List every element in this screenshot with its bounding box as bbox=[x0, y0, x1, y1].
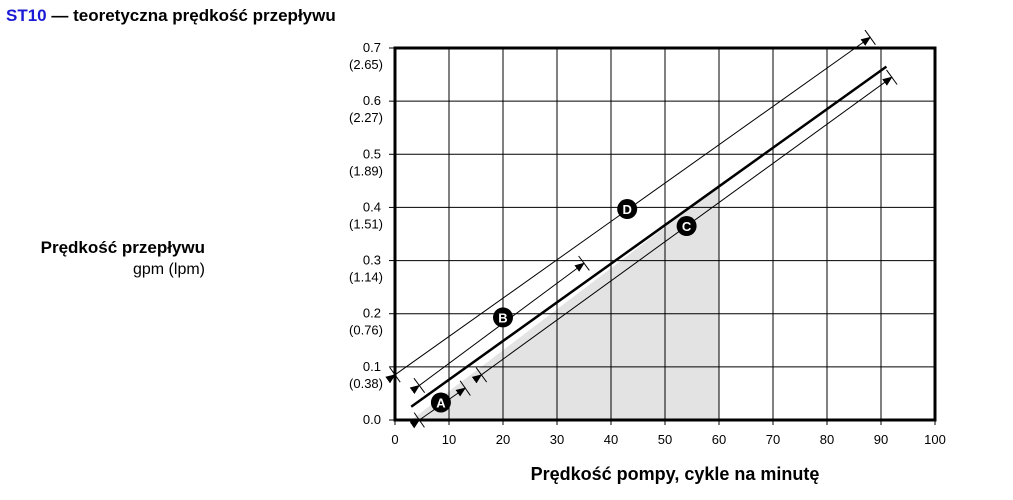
x-tick-label: 0 bbox=[391, 432, 398, 447]
y-tick-label-lpm: (1.89) bbox=[349, 163, 383, 178]
range-cap bbox=[413, 377, 426, 393]
range-cap bbox=[578, 255, 590, 271]
x-tick-label: 50 bbox=[658, 432, 672, 447]
y-tick-label: 0.7 bbox=[363, 40, 381, 55]
marker-c-label: C bbox=[682, 219, 692, 234]
x-tick-label: 20 bbox=[496, 432, 510, 447]
range-cap bbox=[886, 69, 898, 85]
plot-frame bbox=[393, 46, 937, 422]
y-axis-label: Prędkość przepływu gpm (lpm) bbox=[0, 238, 205, 279]
shaded-region bbox=[411, 186, 719, 420]
marker-c-badge bbox=[676, 216, 697, 237]
x-tick-label: 10 bbox=[442, 432, 456, 447]
chart-title-code: ST10 bbox=[6, 6, 47, 25]
range-cap bbox=[864, 29, 876, 45]
x-axis-label: Prędkość pompy, cykle na minutę bbox=[531, 464, 820, 484]
marker-a-label: A bbox=[436, 395, 446, 410]
y-tick-label-lpm: (2.27) bbox=[349, 110, 383, 125]
marker-a-badge bbox=[430, 392, 451, 413]
flow-rate-line bbox=[410, 65, 888, 408]
chart-title-text: — teoretyczna prędkość przepływu bbox=[46, 6, 336, 25]
y-tick-label: 0.3 bbox=[363, 253, 381, 268]
marker-d-badge bbox=[617, 199, 638, 220]
y-tick-label: 0.2 bbox=[363, 306, 381, 321]
y-tick-label: 0.5 bbox=[363, 146, 381, 161]
y-axis-label-title: Prędkość przepływu bbox=[40, 238, 205, 257]
x-tick-label: 30 bbox=[550, 432, 564, 447]
y-axis-label-units: gpm (lpm) bbox=[132, 261, 205, 278]
x-tick-label: 100 bbox=[924, 432, 946, 447]
marker-b-label: B bbox=[498, 310, 507, 325]
marker-b-badge bbox=[493, 307, 513, 328]
y-tick-label: 0.1 bbox=[363, 359, 381, 374]
marker-d-label: D bbox=[623, 202, 632, 217]
chart-title: ST10 — teoretyczna prędkość przepływu bbox=[6, 6, 336, 26]
y-tick-label: 0.0 bbox=[363, 412, 381, 427]
y-tick-label-lpm: (1.14) bbox=[349, 270, 383, 285]
x-tick-label: 70 bbox=[766, 432, 780, 447]
y-tick-label-lpm: (0.76) bbox=[349, 323, 383, 338]
x-tick-label: 60 bbox=[712, 432, 726, 447]
y-tick-label-lpm: (1.51) bbox=[349, 216, 383, 231]
x-tick-label: 90 bbox=[874, 432, 888, 447]
x-tick-label: 80 bbox=[820, 432, 834, 447]
y-tick-label-lpm: (0.38) bbox=[349, 376, 383, 391]
x-tick-label: 40 bbox=[604, 432, 618, 447]
y-tick-label: 0.4 bbox=[363, 199, 381, 214]
y-tick-label-lpm: (2.65) bbox=[349, 57, 383, 72]
y-tick-label: 0.6 bbox=[363, 93, 381, 108]
